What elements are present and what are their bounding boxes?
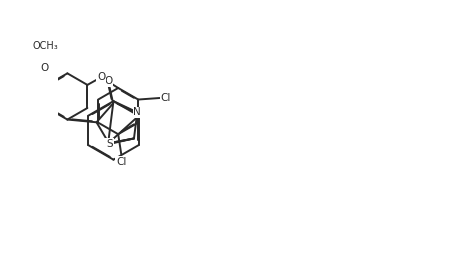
Text: N: N	[133, 107, 141, 117]
Text: O: O	[40, 63, 48, 73]
Text: S: S	[106, 139, 113, 149]
Text: N: N	[104, 138, 112, 148]
Text: Cl: Cl	[161, 93, 171, 103]
Text: O: O	[104, 76, 112, 86]
Text: OCH₃: OCH₃	[32, 41, 58, 51]
Text: O: O	[97, 72, 106, 82]
Text: Cl: Cl	[116, 157, 126, 167]
